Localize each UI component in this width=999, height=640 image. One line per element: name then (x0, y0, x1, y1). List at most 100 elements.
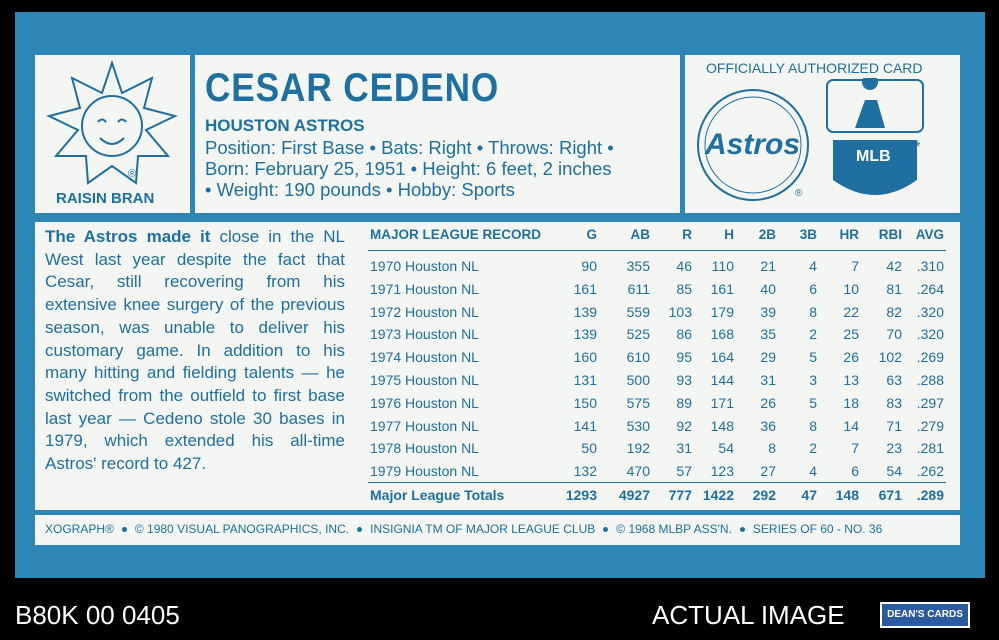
table-cell: 525 (626, 326, 650, 343)
table-cell: 1975 Houston NL (370, 372, 479, 388)
player-name: CESAR CEDENO (205, 66, 500, 110)
table-cell: 103 (668, 303, 692, 320)
table-cell: 39 (760, 303, 776, 320)
table-cell: 3 (809, 372, 817, 388)
table-cell: 21 (760, 258, 776, 274)
table-cell: 171 (710, 394, 734, 411)
league-star: * (915, 138, 921, 154)
story: The Astros made it close in the NL West … (45, 226, 345, 476)
table-cell: .320 (916, 326, 944, 343)
table-cell: 1978 Houston NL (370, 440, 479, 457)
table-cell: 8 (809, 303, 817, 320)
table-cell: 92 (676, 417, 692, 434)
table-cell: 31 (760, 372, 776, 388)
table-cell: 144 (710, 372, 734, 388)
table-cell: 192 (626, 440, 650, 457)
story-text: close in the NL West last year despite t… (45, 227, 345, 474)
column-header: R (682, 227, 692, 242)
brand: RAISIN BRAN (56, 190, 155, 207)
column-header: G (586, 227, 597, 242)
footer-item: © 1980 VISUAL PANOGRAPHICS, INC. (134, 522, 350, 536)
totals-cell: 292 (752, 487, 776, 503)
column-header: AVG (915, 227, 944, 242)
table-cell: 90 (581, 258, 597, 274)
table-cell: 26 (843, 349, 859, 366)
table-cell: 81 (886, 280, 902, 297)
table-cell: .269 (916, 349, 944, 366)
story-lead: The Astros made it (45, 227, 211, 246)
table-cell: 2 (809, 440, 817, 457)
table-cell: 139 (573, 303, 597, 320)
separator-dot (739, 527, 745, 532)
totals-cell: 1422 (702, 487, 734, 503)
table-cell: 35 (760, 326, 776, 343)
scan-label: ACTUAL IMAGE (652, 600, 845, 630)
table-rule (368, 482, 946, 483)
badge-panel (685, 55, 960, 213)
table-cell: 40 (760, 280, 776, 297)
table-cell: 18 (843, 394, 859, 411)
table-cell: 179 (710, 303, 734, 320)
astros-logo (697, 89, 809, 201)
dealer-logo: DEAN'S CARDS (880, 602, 970, 628)
table-cell: 164 (710, 349, 734, 366)
table-cell: 93 (676, 372, 692, 388)
table-cell: 70 (886, 326, 902, 343)
table-cell: .320 (916, 303, 944, 320)
table-cell: 530 (626, 417, 650, 434)
club-logo-text: Astros (705, 128, 801, 161)
totals-cell: 671 (878, 487, 902, 503)
table-cell: 148 (710, 417, 734, 434)
table-cell: 1977 Houston NL (370, 417, 479, 434)
scan-id: B80K 00 0405 (15, 600, 180, 630)
table-cell: 132 (573, 463, 597, 480)
table-cell: 42 (886, 258, 902, 274)
totals-cell: Major League Totals (370, 487, 505, 503)
table-rule (368, 250, 946, 251)
separator-dot (357, 527, 363, 532)
table-cell: 27 (760, 463, 776, 480)
table-cell: 1972 Houston NL (370, 303, 479, 320)
footer-item: XOGRAPH® (45, 522, 114, 536)
table-cell: 14 (843, 417, 859, 434)
footer-item: INSIGNIA TM OF MAJOR LEAGUE CLUB (370, 522, 596, 536)
column-header: H (724, 227, 734, 242)
table-cell: 4 (809, 258, 817, 274)
separator-dot (121, 527, 127, 532)
table-cell: .264 (916, 280, 944, 297)
table-cell: 54 (718, 440, 734, 457)
column-header: 3B (799, 227, 817, 242)
column-header: 2B (758, 227, 776, 242)
column-header: RBI (878, 227, 902, 242)
table-cell: 102 (878, 349, 902, 366)
table-cell: 7 (851, 440, 859, 457)
table-cell: .262 (916, 463, 944, 480)
table-cell: 4 (809, 463, 817, 480)
club-mark: ® (795, 188, 803, 199)
table-cell: 83 (886, 394, 902, 411)
footer-item: © 1968 MLBP ASS'N. (616, 522, 732, 536)
table-cell: 36 (760, 417, 776, 434)
sponsor-panel (35, 55, 190, 213)
totals-cell: 4927 (618, 487, 650, 503)
table-cell: 6 (851, 463, 859, 480)
totals-cell: 47 (801, 487, 817, 503)
table-cell: 71 (886, 417, 902, 434)
table-cell: .281 (916, 440, 944, 457)
table-cell: 160 (573, 349, 597, 366)
column-header: AB (630, 227, 651, 242)
table-cell: 82 (886, 303, 902, 320)
table-cell: 161 (573, 280, 597, 297)
bio-line: Position: First Base • Bats: Right • Thr… (205, 137, 614, 158)
table-cell: 54 (886, 463, 902, 480)
table-cell: 110 (711, 258, 734, 274)
table-cell: 31 (676, 440, 692, 457)
table-cell: .288 (916, 372, 944, 388)
bio-line: Born: February 25, 1951 • Height: 6 feet… (205, 158, 612, 179)
table-cell: 355 (626, 258, 650, 274)
table-cell: 57 (676, 463, 692, 480)
table-cell: 63 (886, 372, 902, 388)
bio-line: • Weight: 190 pounds • Hobby: Sports (205, 179, 515, 200)
table-cell: .297 (916, 394, 944, 411)
mlb-logos (826, 78, 924, 195)
